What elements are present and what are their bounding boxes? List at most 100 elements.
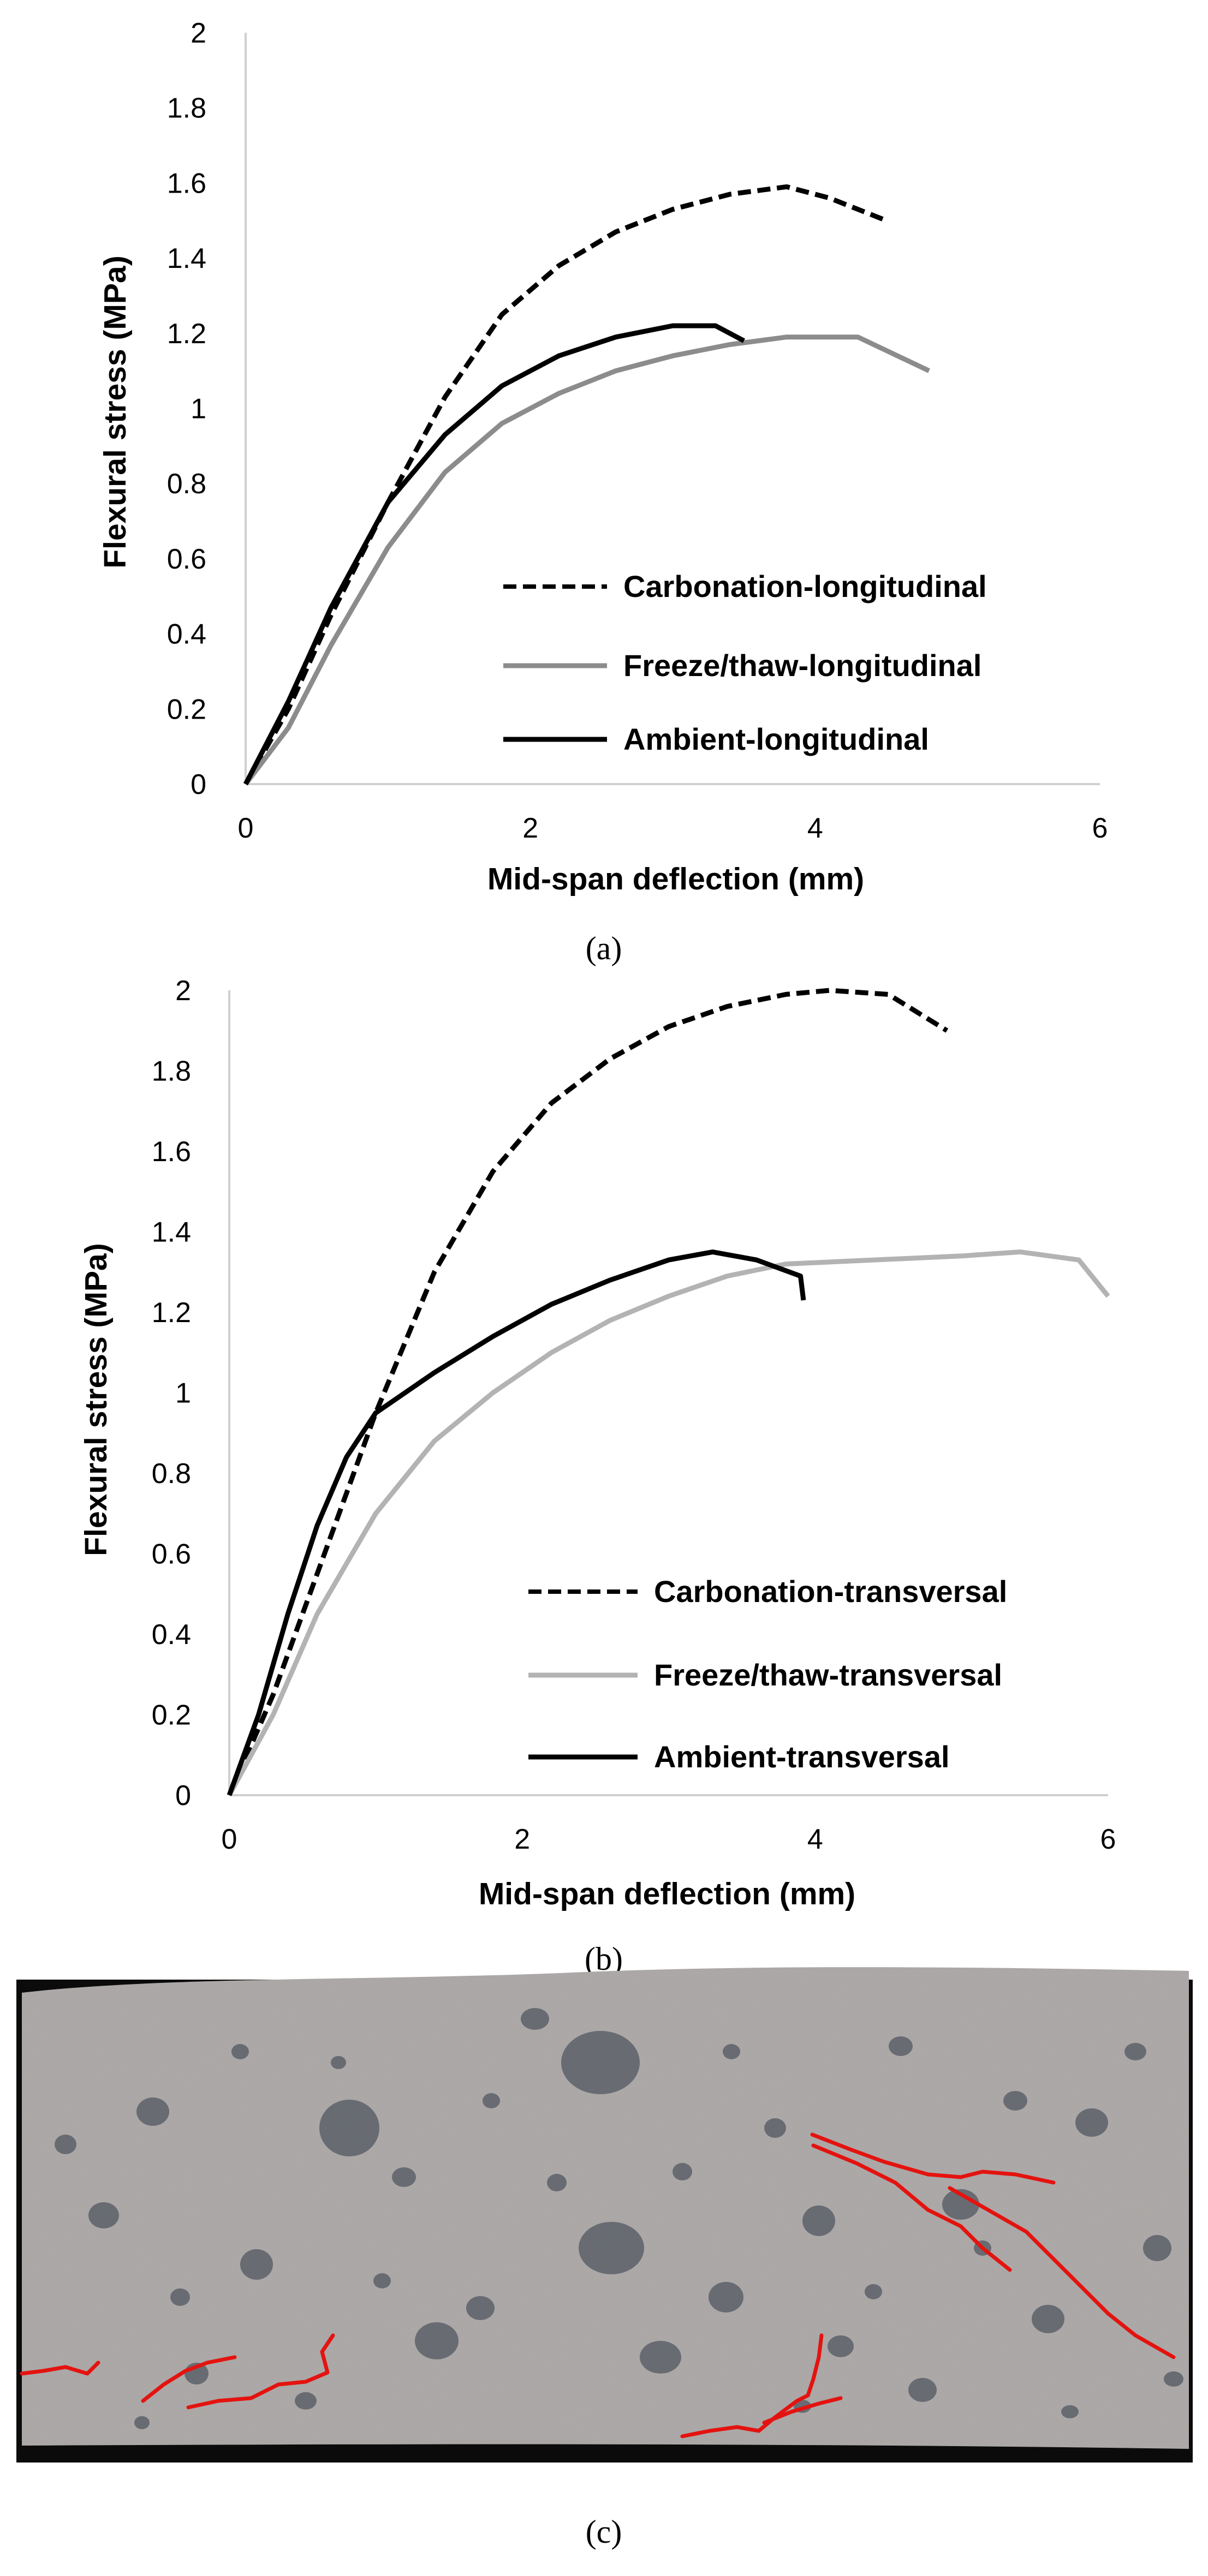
crack-line — [762, 2396, 843, 2425]
y-tick-label: 0.8 — [152, 1458, 191, 1490]
legend-label-ambient: Ambient-transversal — [654, 1740, 950, 1774]
aggregate-spot — [1075, 2108, 1108, 2137]
aggregate-spot — [483, 2093, 500, 2108]
x-tick-label: 2 — [514, 1824, 530, 1855]
aggregate-spot — [828, 2335, 854, 2357]
x-tick-label: 0 — [222, 1824, 237, 1855]
aggregate-spot — [1143, 2235, 1171, 2261]
chart-panel-b: 0 0.2 0.4 0.6 0.8 1 1.2 1.4 1.6 1.8 2 0 2 4 6 Flexura… — [79, 975, 1116, 1977]
x-tick-label: 0 — [238, 812, 254, 844]
series-group — [243, 184, 930, 786]
series-line-carbonation-transversal — [227, 988, 949, 1796]
aggregate-spot — [579, 2222, 644, 2274]
series-line-carbonation-longitudinal — [243, 184, 888, 786]
y-tick-label: 2 — [175, 975, 191, 1007]
crack-line — [186, 2333, 335, 2410]
y-tick-label: 0 — [191, 769, 206, 800]
y-tick-label: 1.2 — [152, 1297, 191, 1329]
caption-a: (a) — [586, 930, 622, 966]
y-tick-label: 0.8 — [167, 468, 206, 500]
aggregate-spot — [170, 2288, 190, 2306]
y-tick-label: 1.4 — [152, 1217, 191, 1248]
aggregate-spot — [1061, 2405, 1079, 2418]
legend-label-carbonation: Carbonation-transversal — [654, 1574, 1007, 1609]
aggregate-spot — [295, 2392, 317, 2410]
legend-label-ambient: Ambient-longitudinal — [623, 722, 929, 756]
y-tick-label: 1.2 — [167, 318, 206, 350]
y-tick-labels: 0 0.2 0.4 0.6 0.8 1 1.2 1.4 1.6 1.8 2 — [152, 975, 191, 1812]
crack-markings — [20, 2132, 1176, 2438]
x-tick-label: 4 — [807, 1824, 823, 1855]
y-tick-label: 0.2 — [152, 1700, 191, 1731]
aggregate-spot — [373, 2273, 391, 2288]
x-tick-label: 6 — [1092, 812, 1108, 844]
aggregate-spot — [466, 2296, 495, 2320]
x-tick-label: 2 — [522, 812, 538, 844]
x-tick-label: 4 — [807, 812, 823, 844]
legend-label-freeze-thaw: Freeze/thaw-transversal — [654, 1658, 1002, 1692]
x-tick-label: 6 — [1100, 1824, 1116, 1855]
y-tick-labels: 0 0.2 0.4 0.6 0.8 1 1.2 1.4 1.6 1.8 2 — [167, 17, 206, 800]
y-tick-label: 1 — [175, 1378, 191, 1409]
aggregate-spots — [55, 2008, 1183, 2429]
aggregate-spot — [889, 2036, 913, 2056]
crack-line — [20, 2360, 100, 2376]
aggregate-spot — [547, 2174, 567, 2191]
y-tick-label: 0 — [175, 1780, 191, 1812]
aggregate-spot — [673, 2163, 692, 2180]
legend-label-carbonation: Carbonation-longitudinal — [623, 569, 987, 603]
aggregate-spot — [1032, 2305, 1064, 2333]
legend-label-freeze-thaw: Freeze/thaw-longitudinal — [623, 648, 981, 683]
aggregate-spot — [561, 2031, 640, 2094]
aggregate-spot — [908, 2378, 937, 2402]
y-tick-label: 1.4 — [167, 243, 206, 274]
aggregate-spot — [392, 2167, 416, 2187]
crack-line — [810, 2132, 1056, 2185]
aggregate-spot — [723, 2044, 740, 2059]
y-tick-label: 0.4 — [167, 619, 206, 650]
aggregate-spot — [231, 2044, 249, 2059]
x-axis-title: Mid-span deflection (mm) — [487, 862, 864, 896]
aggregate-spot — [802, 2206, 835, 2236]
aggregate-spot — [1124, 2043, 1146, 2060]
crack-line — [811, 2143, 1012, 2272]
y-tick-label: 0.6 — [167, 543, 206, 575]
y-tick-label: 0.4 — [152, 1619, 191, 1651]
aggregate-spot — [134, 2416, 150, 2429]
aggregate-spot — [319, 2100, 379, 2156]
y-axis-title: Flexural stress (MPa) — [98, 255, 133, 568]
chart-panel-a: 0 0.2 0.4 0.6 0.8 1 1.2 1.4 1.6 1.8 2 0 2 4 6 Flexura… — [98, 17, 1108, 966]
crack-line — [680, 2333, 824, 2438]
aggregate-spot — [331, 2056, 346, 2069]
aggregate-spot — [640, 2341, 681, 2374]
aggregate-spot — [55, 2135, 76, 2154]
series-line-freeze-thaw-longitudinal — [243, 334, 930, 786]
caption-c: (c) — [586, 2514, 622, 2550]
aggregate-spot — [709, 2282, 743, 2312]
aggregate-spot — [1003, 2091, 1027, 2111]
crack-line — [948, 2186, 1176, 2359]
x-axis-title: Mid-span deflection (mm) — [479, 1876, 855, 1911]
series-group — [227, 988, 1110, 1797]
aggregate-spot — [136, 2097, 169, 2126]
x-tick-labels: 0 2 4 6 — [222, 1824, 1116, 1855]
aggregate-spot — [415, 2322, 459, 2359]
aggregate-spot — [942, 2189, 979, 2220]
x-tick-labels: 0 2 4 6 — [238, 812, 1108, 844]
series-line-freeze-thaw-transversal — [227, 1249, 1110, 1797]
series-line-ambient-longitudinal — [243, 323, 746, 786]
aggregate-spot — [521, 2008, 549, 2030]
aggregate-spot — [88, 2202, 119, 2228]
y-tick-label: 1 — [191, 393, 206, 425]
y-tick-label: 0.6 — [152, 1539, 191, 1570]
legend: Carbonation-transversal Freeze/thaw-tran… — [528, 1574, 1007, 1774]
crack-line — [141, 2355, 237, 2403]
y-tick-label: 1.6 — [152, 1136, 191, 1168]
y-tick-label: 1.8 — [152, 1056, 191, 1087]
specimen-photo: (c) — [16, 1967, 1193, 2550]
specimen — [22, 1967, 1189, 2449]
y-tick-label: 1.8 — [167, 93, 206, 124]
y-axis-title: Flexural stress (MPa) — [79, 1243, 114, 1556]
aggregate-spot — [1164, 2371, 1183, 2387]
